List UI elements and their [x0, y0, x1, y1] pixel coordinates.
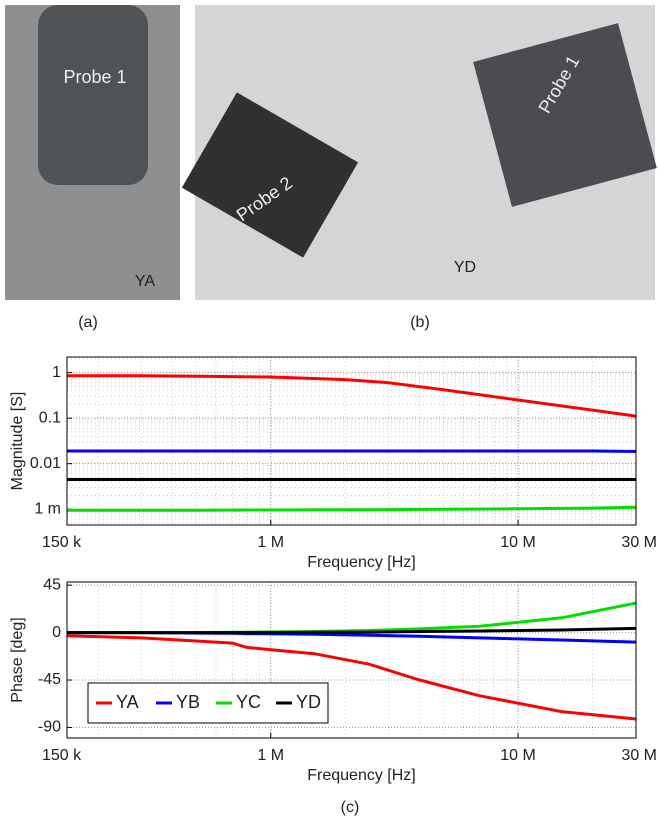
legend-label: YC [236, 692, 261, 712]
y-tick-label: 1 [52, 364, 61, 381]
x-axis-label: Frequency [Hz] [307, 767, 415, 784]
probe-body [38, 5, 148, 185]
y-tick-label: 45 [43, 576, 61, 593]
series-line [67, 374, 637, 418]
y-axis-label: Magnitude [S] [9, 392, 26, 491]
series-line [67, 626, 637, 635]
caption: (c) [341, 799, 360, 816]
series-line [66, 634, 637, 721]
probe-body [181, 92, 359, 258]
x-tick-label: 30 M [621, 747, 657, 764]
caption: (b) [410, 314, 430, 331]
series-line [67, 505, 637, 512]
legend-label: YA [116, 692, 139, 712]
y-tick-label: 1 m [34, 500, 61, 517]
plot-frame [66, 356, 637, 526]
photo-label: YA [135, 273, 155, 290]
x-tick-label: 10 M [500, 534, 536, 551]
photo-label: YD [454, 259, 476, 276]
y-tick-label: 0.01 [30, 455, 61, 472]
legend-label: YB [176, 692, 200, 712]
y-tick-label: 0 [52, 624, 61, 641]
x-axis-label: Frequency [Hz] [307, 554, 415, 571]
x-tick-label: 150 k [42, 534, 82, 551]
x-tick-label: 1 M [257, 534, 284, 551]
legend-label: YD [296, 692, 321, 712]
caption: (a) [78, 314, 98, 331]
y-tick-label: -45 [38, 671, 61, 688]
x-tick-label: 1 M [257, 747, 284, 764]
plot-area [67, 357, 636, 525]
probe-body [473, 23, 657, 207]
x-tick-label: 10 M [500, 747, 536, 764]
photo-label: Probe 1 [63, 67, 126, 87]
y-axis-label: Phase [deg] [9, 617, 26, 702]
x-tick-label: 150 k [42, 747, 82, 764]
x-tick-label: 30 M [621, 534, 657, 551]
y-tick-label: 0.1 [39, 409, 61, 426]
y-tick-label: -90 [38, 719, 61, 736]
plot-frame [66, 581, 637, 739]
series-line [67, 449, 637, 453]
